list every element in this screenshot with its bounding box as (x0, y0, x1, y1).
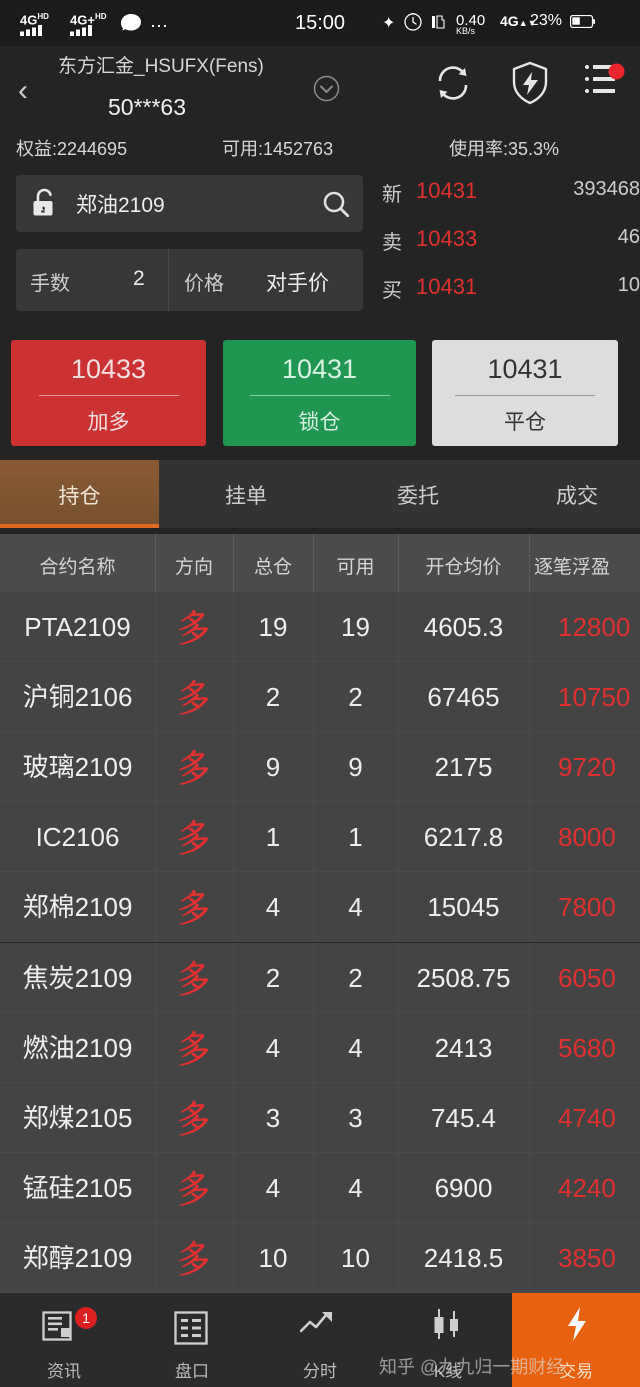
svg-text:1: 1 (82, 1310, 90, 1326)
